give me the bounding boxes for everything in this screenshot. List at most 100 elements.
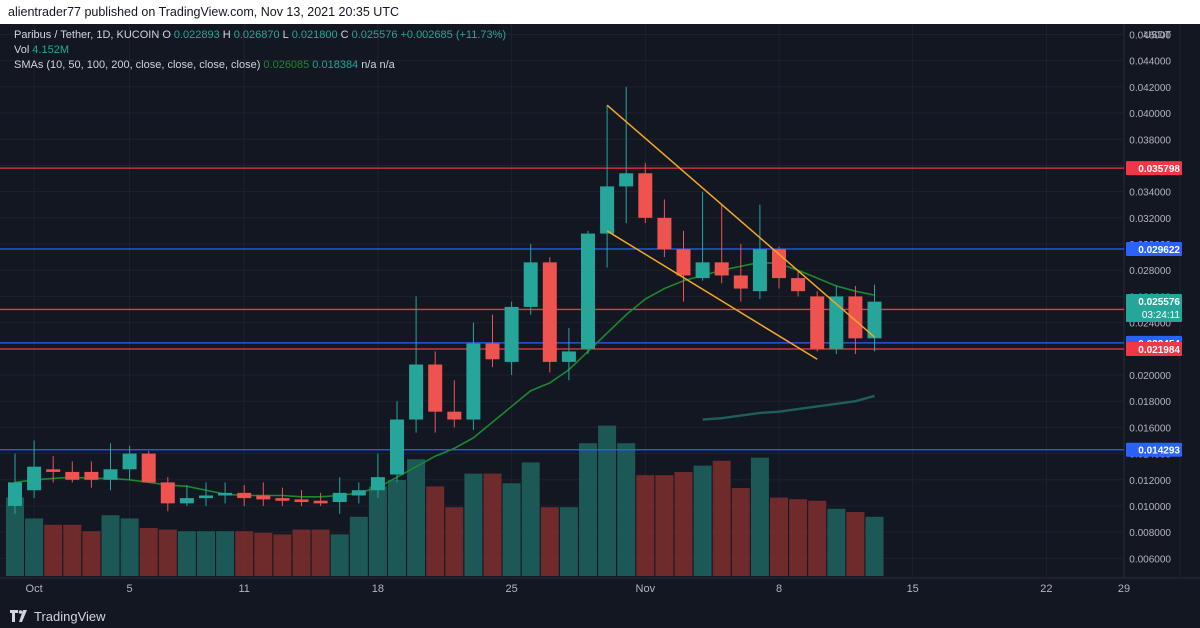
candle-body: [657, 217, 672, 250]
volume-bar: [731, 488, 750, 576]
l-value: 0.021800: [291, 29, 338, 41]
change-value: +0.002685 (+11.73%): [400, 29, 507, 41]
candle-body: [275, 498, 290, 501]
sma50-value: 0.018384: [312, 59, 359, 71]
candle-body: [829, 296, 844, 349]
candle-body: [27, 466, 42, 491]
wedge-upper-line: [606, 104, 875, 338]
volume-bar: [483, 473, 502, 576]
volume-bar: [273, 534, 292, 576]
volume-bar: [846, 512, 865, 576]
o-label: O: [162, 29, 171, 41]
volume-row: Vol 4.152M: [14, 43, 506, 58]
volume-bar: [349, 516, 368, 576]
last-price-text: 0.025576: [1138, 297, 1180, 308]
candle-body: [370, 477, 385, 491]
candle-body: [619, 173, 634, 187]
price-level-tag-text: 0.035798: [1138, 164, 1180, 175]
price-chart[interactable]: 0.046000 0.044000 0.042000 0.040000 0.038000…: [0, 24, 1200, 604]
candle-body: [46, 469, 61, 472]
y-tick-label: 0.034000: [1129, 188, 1171, 199]
volume-bar: [445, 507, 464, 576]
volume-bar: [216, 531, 235, 576]
candle-body: [638, 173, 653, 218]
vol-label: Vol: [14, 44, 30, 56]
candle-body: [141, 453, 156, 483]
y-tick-label: 0.040000: [1129, 109, 1171, 120]
sma10-value: 0.026085: [263, 59, 310, 71]
volume-bar: [655, 475, 674, 576]
candle-body: [810, 296, 825, 349]
y-tick-label: 0.010000: [1129, 502, 1171, 513]
price-level-tag: [1126, 161, 1182, 176]
y-tick-label: 0.018000: [1129, 397, 1171, 408]
volume-bar: [25, 518, 44, 576]
y-tick-label: 0.042000: [1129, 83, 1171, 94]
candle-body: [695, 262, 710, 279]
volume-bar: [464, 473, 483, 576]
y-tick-label: 0.044000: [1129, 57, 1171, 68]
x-tick-label: Oct: [26, 583, 43, 595]
price-level-tag-text: 0.029622: [1138, 245, 1180, 256]
price-level-tag: [1126, 342, 1182, 357]
volume-bar: [101, 515, 120, 576]
candle-body: [561, 351, 576, 362]
footer-bar: TradingView: [0, 604, 1200, 628]
sma100-value: n/a: [361, 59, 377, 71]
sma200-value: n/a: [379, 59, 395, 71]
x-tick-label: 25: [505, 583, 517, 595]
volume-bar: [311, 529, 330, 576]
h-value: 0.026870: [233, 29, 280, 41]
volume-bar: [177, 531, 196, 576]
sma10-line: [14, 261, 875, 498]
volume-bar: [235, 531, 254, 576]
volume-bar: [636, 475, 655, 576]
x-tick-label: 11: [238, 583, 249, 595]
y-tick-label: 0.012000: [1129, 476, 1171, 487]
candle-body: [84, 471, 99, 480]
volume-bar: [292, 529, 311, 576]
volume-bar: [44, 524, 63, 576]
candle-body: [313, 500, 328, 504]
x-tick-label: 18: [372, 583, 384, 595]
volume-bar: [330, 534, 349, 576]
volume-bar: [426, 486, 445, 576]
candle-body: [332, 492, 347, 503]
candle-body: [791, 278, 806, 292]
publish-text: alientrader77 published on TradingView.c…: [8, 5, 399, 19]
candle-body: [848, 296, 863, 339]
x-tick-label: 22: [1040, 583, 1052, 595]
volume-bar: [139, 528, 158, 576]
y-tick-label: 0.038000: [1129, 135, 1171, 146]
volume-bar: [120, 518, 139, 576]
x-tick-label: 5: [127, 583, 133, 595]
candle-body: [581, 233, 595, 349]
y-tick-label: 0.028000: [1129, 266, 1171, 277]
volume-bar: [521, 462, 540, 576]
price-level-tag-text: 0.014293: [1138, 446, 1180, 457]
candle-body: [351, 490, 366, 496]
x-tick-label: 29: [1118, 583, 1130, 595]
volume-bar: [368, 486, 387, 576]
candle-body: [523, 262, 538, 307]
candle-body: [867, 301, 882, 339]
x-tick-label: 8: [776, 583, 782, 595]
wedge-lower-line: [606, 230, 818, 360]
volume-bar: [254, 532, 273, 576]
volume-bar: [559, 507, 578, 576]
candle-body: [218, 492, 233, 496]
volume-bar: [770, 497, 788, 576]
y-tick-label: 0.046000: [1129, 30, 1171, 41]
candle-body: [237, 492, 252, 499]
candle-body: [676, 249, 691, 276]
candle-body: [409, 364, 424, 420]
last-price-tag: [1126, 293, 1182, 322]
countdown-text: 03:24:11: [1142, 310, 1181, 321]
pair-title: Paribus / Tether, 1D, KUCOIN: [14, 29, 160, 41]
sma-row: SMAs (10, 50, 100, 200, close, close, cl…: [14, 58, 506, 73]
sma-label: SMAs (10, 50, 100, 200, close, close, cl…: [14, 59, 261, 71]
price-level-tag: [1126, 241, 1182, 256]
y-tick-label: 0.024000: [1129, 319, 1171, 330]
sma50-line: [702, 394, 875, 421]
ohlc-row: Paribus / Tether, 1D, KUCOIN O 0.022893 H…: [14, 28, 506, 43]
